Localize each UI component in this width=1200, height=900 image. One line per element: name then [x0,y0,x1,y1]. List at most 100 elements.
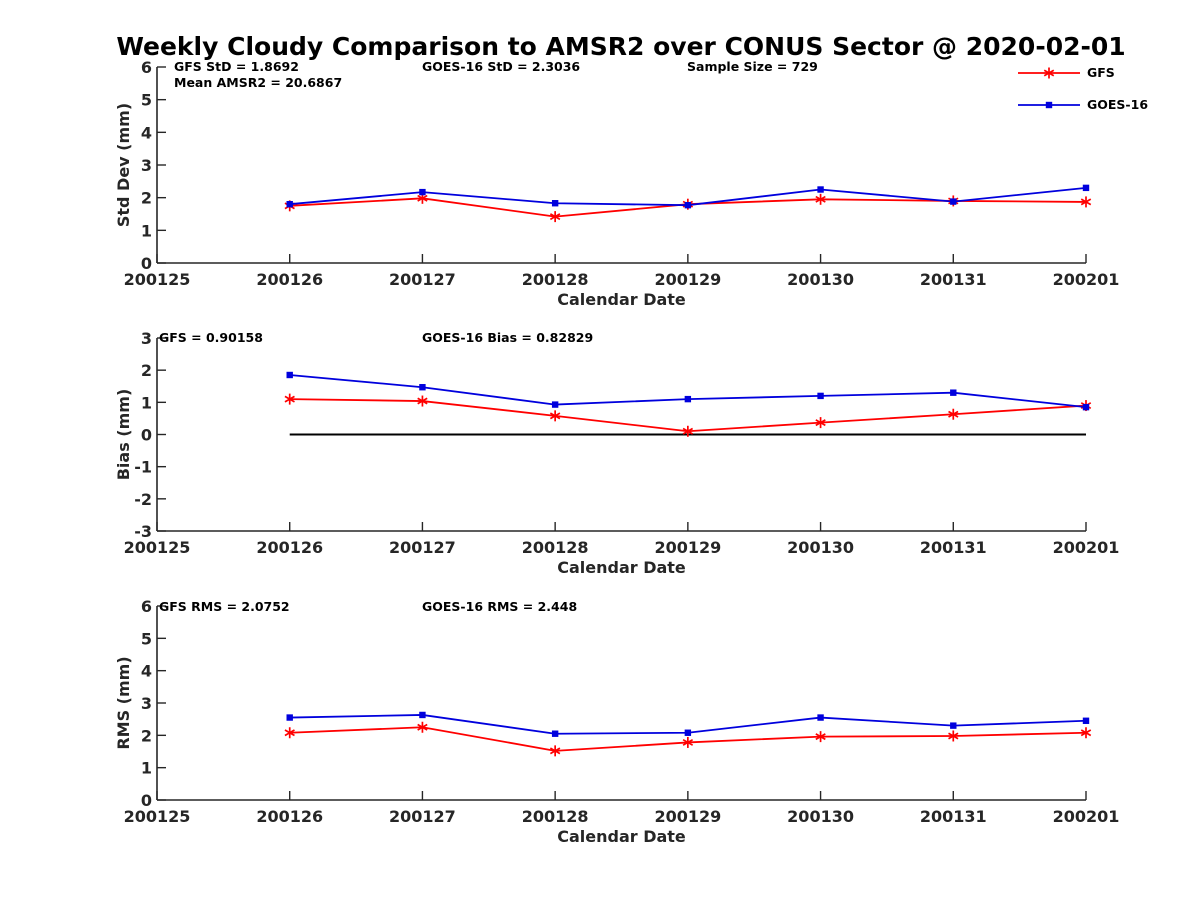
y-tick-label: 1 [141,759,152,778]
legend-label: GFS [1087,65,1115,80]
data-point [551,200,559,207]
series-goes-16 [286,711,1090,737]
y-tick-label: 3 [141,156,152,175]
legend-marker [1043,67,1055,79]
data-point [950,389,957,396]
x-tick-label: 200127 [389,270,456,289]
data-point [419,711,426,719]
data-point [284,393,295,405]
x-tick-label: 200131 [920,270,987,289]
y-tick-label: 2 [141,361,152,380]
series-gfs [284,393,1092,437]
data-point [684,729,692,736]
data-point [549,745,561,757]
y-tick-label: 5 [141,629,152,648]
data-point [286,201,293,208]
panel-bias: -3 -2 -1 0 1 2 3 200125 200126 200127 200128 200129… [114,329,1119,577]
data-point [684,201,692,209]
stat-annotation: GOES-16 RMS = 2.448 [422,599,577,614]
x-tick-label: 200130 [787,538,854,557]
x-axis-label: Calendar Date [557,827,686,846]
data-point [948,408,959,420]
x-tick-label: 200126 [256,807,323,826]
stat-annotation: GFS StD = 1.8692 [174,59,299,74]
legend: GFS GOES-16 [1018,65,1148,112]
figure-title: Weekly Cloudy Comparison to AMSR2 over C… [116,32,1125,61]
x-tick-label: 200127 [389,538,456,557]
data-point [817,186,824,193]
x-tick-label: 200129 [654,538,721,557]
x-tick-label: 200125 [124,270,191,289]
stat-annotation: GOES-16 Bias = 0.82829 [422,330,593,345]
data-point [950,198,957,205]
x-tick-label: 200125 [124,807,191,826]
stat-annotation: GFS = 0.90158 [159,330,263,345]
data-point [948,730,959,742]
data-point [682,736,694,748]
legend-marker [1045,101,1053,109]
y-tick-label: -3 [134,522,152,541]
x-tick-label: 200130 [787,807,854,826]
y-axis-label: RMS (mm) [114,656,133,749]
data-point [417,721,428,733]
x-tick-label: 200126 [256,270,323,289]
stat-annotation: GOES-16 StD = 2.3036 [422,59,580,74]
data-point [817,714,824,721]
y-tick-label: 1 [141,221,152,240]
legend-item-goes-16: GOES-16 [1018,97,1148,112]
data-point [549,410,561,422]
x-tick-label: 200129 [654,270,721,289]
series-line [289,374,1087,409]
x-tick-label: 200201 [1053,538,1120,557]
stat-annotation: Mean AMSR2 = 20.6867 [174,75,342,90]
data-point [682,425,694,437]
y-tick-label: 5 [141,91,152,110]
x-tick-label: 200201 [1053,807,1120,826]
data-point [417,395,428,407]
x-tick-label: 200131 [920,538,987,557]
y-tick-label: 0 [141,254,152,273]
data-point [815,193,826,205]
x-tick-label: 200125 [124,538,191,557]
data-point [551,401,559,408]
data-point [817,392,824,400]
y-tick-label: 0 [141,791,152,810]
data-point [1082,184,1090,192]
y-tick-label: 2 [141,189,152,208]
legend-label: GOES-16 [1087,97,1148,112]
stat-annotation: GFS RMS = 2.0752 [159,599,290,614]
data-point [950,722,957,729]
x-axis-label: Calendar Date [557,290,686,309]
y-tick-label: 0 [141,426,152,445]
x-tick-label: 200127 [389,807,456,826]
data-point [286,714,293,721]
y-axis-label: Bias (mm) [114,389,133,481]
series-goes-16 [286,184,1090,209]
x-tick-label: 200128 [522,807,589,826]
y-axis-label: Std Dev (mm) [114,103,133,227]
data-point [684,395,692,403]
panel-stddev: 0 1 2 3 4 5 6 200125 200126 200127 200128 200129 200… [114,58,1119,309]
x-tick-label: 200131 [920,807,987,826]
y-tick-label: 3 [141,694,152,713]
legend-item-gfs: GFS [1018,65,1115,80]
y-tick-label: 4 [141,123,152,142]
y-tick-label: -2 [134,490,152,509]
data-point [551,730,559,737]
data-point [419,188,426,196]
y-tick-label: 6 [141,58,152,77]
stat-annotation: Sample Size = 729 [687,59,818,74]
x-axis-label: Calendar Date [557,558,686,577]
data-point [815,417,826,429]
data-point [1082,717,1090,724]
x-tick-label: 200126 [256,538,323,557]
x-tick-label: 200128 [522,538,589,557]
x-tick-label: 200128 [522,270,589,289]
data-point [1080,196,1092,208]
data-point [284,727,295,739]
data-point [549,211,561,223]
data-point [1080,727,1092,739]
series-goes-16 [286,371,1090,411]
